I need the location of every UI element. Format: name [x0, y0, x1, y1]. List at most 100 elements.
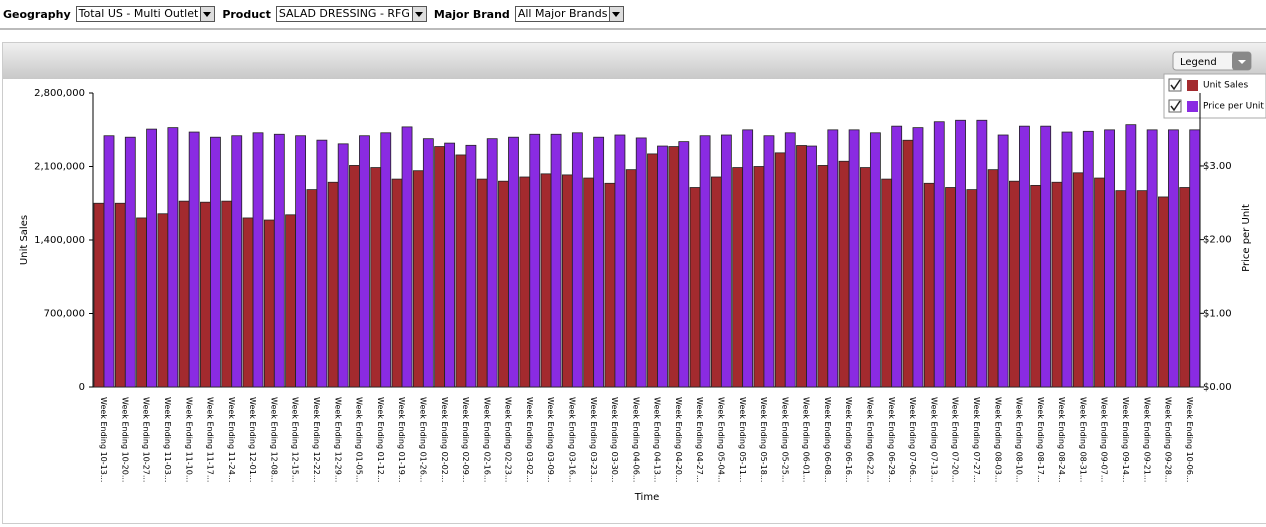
x-tick-label: Week Ending 07-06...: [908, 397, 917, 482]
filter-select[interactable]: Total US - Multi Outlet: [75, 6, 216, 22]
x-tick-label: Week Ending 09-07...: [1100, 397, 1109, 482]
x-tick-label: Week Ending 03-09...: [546, 397, 555, 482]
bar: [221, 200, 233, 388]
y2-axis-title: Price per Unit: [1241, 204, 1252, 272]
bar: [668, 146, 680, 388]
bar: [742, 129, 754, 388]
y2-tick-label: $0.00: [1203, 382, 1232, 393]
x-tick-label: Week Ending 06-16...: [844, 397, 853, 482]
bar: [720, 134, 732, 388]
y2-tick-label: $3.00: [1203, 161, 1232, 172]
x-tick-label: Week Ending 02-09...: [461, 397, 470, 482]
bar: [295, 135, 307, 388]
bar: [689, 187, 701, 388]
bar: [349, 165, 360, 388]
x-tick-label: Week Ending 10-27...: [142, 397, 151, 482]
legend-button-label[interactable]: Legend: [1180, 57, 1217, 68]
x-tick-label: Week Ending 06-29...: [887, 397, 896, 482]
bar: [647, 153, 658, 388]
filter-label: Product: [222, 7, 271, 21]
bar: [412, 170, 424, 388]
x-tick-label: Week Ending 04-27...: [695, 397, 704, 482]
bar: [678, 141, 690, 388]
x-tick-label: Week Ending 08-24...: [1057, 397, 1066, 482]
x-axis-title: Time: [634, 492, 659, 503]
bar: [593, 136, 605, 388]
bar: [200, 201, 211, 388]
bar: [508, 136, 519, 388]
bar: [583, 177, 595, 388]
bar: [422, 138, 434, 388]
bar: [902, 139, 914, 388]
bar: [1082, 130, 1094, 388]
filter-select[interactable]: All Major Brands: [514, 6, 625, 22]
bar: [465, 144, 477, 388]
bar: [657, 145, 668, 388]
bar: [210, 136, 221, 388]
x-tick-label: Week Ending 09-14...: [1121, 397, 1130, 482]
x-tick-label: Week Ending 05-18...: [759, 397, 768, 482]
bar: [987, 169, 999, 388]
bar: [146, 128, 157, 388]
filter-label: Major Brand: [433, 7, 510, 21]
x-tick-label: Week Ending 04-06...: [631, 397, 640, 482]
bar: [114, 202, 126, 388]
x-tick-label: Week Ending 03-02...: [525, 397, 534, 482]
bar: [945, 187, 956, 388]
arrow-icon: [1238, 60, 1246, 64]
bar: [188, 131, 200, 388]
bar: [1189, 129, 1201, 388]
bar: [796, 145, 807, 388]
bar: [337, 143, 349, 388]
bar: [1019, 125, 1030, 388]
bar: [401, 126, 413, 388]
bar: [561, 174, 573, 388]
bar: [252, 132, 264, 388]
x-tick-label: Week Ending 06-08...: [823, 397, 832, 482]
bar: [498, 180, 509, 388]
filter-select[interactable]: SALAD DRESSING - RFG: [275, 6, 427, 22]
x-tick-label: Week Ending 11-03...: [163, 397, 172, 482]
bar: [380, 132, 392, 388]
bar: [976, 119, 988, 388]
legend-label: Unit Sales: [1203, 81, 1248, 91]
bar: [966, 189, 978, 388]
y2-tick-label: $2.00: [1203, 235, 1232, 246]
panel-header: [3, 43, 1266, 79]
bar: [732, 167, 744, 388]
x-tick-label: Week Ending 03-23...: [589, 397, 598, 482]
x-tick-label: Week Ending 05-04...: [717, 397, 726, 482]
bar: [848, 129, 860, 388]
x-tick-label: Week Ending 10-06...: [1185, 397, 1194, 482]
x-tick-label: Week Ending 12-22...: [312, 397, 321, 482]
bar: [1158, 196, 1169, 388]
bar: [316, 139, 328, 388]
x-tick-label: Week Ending 04-13...: [653, 397, 662, 482]
x-tick-label: Week Ending 09-21...: [1142, 397, 1151, 482]
x-tick-label: Week Ending 10-13...: [99, 397, 108, 482]
bar: [891, 125, 903, 388]
bar: [1094, 177, 1105, 388]
bar: [1115, 190, 1127, 388]
x-tick-label: Week Ending 01-12...: [376, 397, 385, 482]
legend-swatch: [1187, 101, 1198, 112]
y-tick-label: 1,400,000: [34, 235, 85, 246]
bar: [604, 182, 616, 388]
x-tick-label: Week Ending 11-10...: [184, 397, 193, 482]
x-tick-label: Week Ending 02-16...: [482, 397, 491, 482]
bar: [231, 135, 243, 388]
x-tick-label: Week Ending 11-24...: [227, 397, 236, 482]
check-icon: [1170, 100, 1181, 112]
filter-bar: Geography Total US - Multi Outlet Produc…: [0, 0, 1266, 30]
filter-label: Geography: [3, 7, 71, 21]
bar: [476, 178, 488, 388]
x-tick-label: Week Ending 08-17...: [1036, 397, 1045, 482]
x-tick-label: Week Ending 07-27...: [972, 397, 981, 482]
bar: [1125, 124, 1137, 388]
bar: [806, 145, 817, 388]
x-tick-label: Week Ending 12-08...: [269, 397, 278, 482]
bar: [136, 217, 147, 388]
bar: [1104, 129, 1115, 388]
x-tick-label: Week Ending 08-03...: [993, 397, 1002, 482]
